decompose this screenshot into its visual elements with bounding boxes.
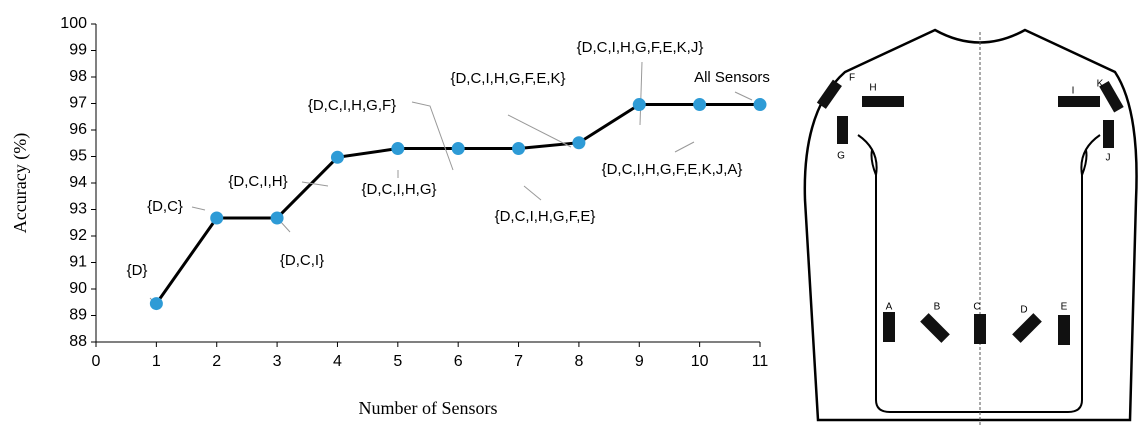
sensor-label: K bbox=[1097, 79, 1104, 90]
leader-line bbox=[675, 142, 694, 152]
annotation: {D,C,I,H,G} bbox=[361, 181, 436, 198]
sensor-label: H bbox=[869, 83, 876, 94]
figure: Number of Sensors Accuracy (%) 888990919… bbox=[0, 0, 1140, 425]
y-tick-label: 99 bbox=[69, 42, 87, 59]
y-tick-label: 92 bbox=[69, 227, 87, 244]
y-tick-label: 97 bbox=[69, 95, 87, 112]
annotation: {D} bbox=[127, 262, 148, 279]
x-tick-label: 4 bbox=[333, 353, 342, 370]
sensor-label: E bbox=[1061, 302, 1068, 313]
data-point bbox=[572, 136, 585, 149]
sensor-label: C bbox=[973, 302, 980, 313]
y-tick-label: 93 bbox=[69, 201, 87, 218]
y-tick-label: 98 bbox=[69, 68, 87, 85]
data-point bbox=[512, 142, 525, 155]
x-tick-label: 2 bbox=[212, 353, 221, 370]
x-tick-label: 9 bbox=[635, 353, 644, 370]
x-axis-label: Number of Sensors bbox=[359, 398, 498, 418]
leader-line bbox=[412, 102, 453, 170]
x-tick-label: 7 bbox=[514, 353, 523, 370]
sensors bbox=[817, 80, 1124, 345]
leader-line bbox=[640, 62, 642, 125]
sensor-label: J bbox=[1106, 153, 1111, 164]
data-point bbox=[633, 98, 646, 111]
x-tick-label: 8 bbox=[574, 353, 583, 370]
leader-line bbox=[735, 92, 752, 100]
data-point bbox=[754, 98, 767, 111]
annotation: {D,C,I,H} bbox=[228, 173, 287, 190]
y-tick-label: 100 bbox=[60, 15, 87, 32]
data-line bbox=[156, 105, 760, 304]
data-point bbox=[271, 211, 284, 224]
sensor-label: F bbox=[849, 73, 855, 84]
annotation: {D,C,I,H,G,F,E,K} bbox=[450, 70, 565, 87]
sensor-label: D bbox=[1020, 305, 1027, 316]
y-axis-label: Accuracy (%) bbox=[10, 133, 31, 233]
sensor-label: I bbox=[1072, 86, 1075, 97]
annotation: {D,C,I,H,G,F,E,K,J} bbox=[577, 39, 704, 56]
shirt bbox=[805, 30, 1137, 425]
x-tick-label: 6 bbox=[454, 353, 463, 370]
x-tick-label: 5 bbox=[393, 353, 402, 370]
sensor-label: A bbox=[886, 302, 893, 313]
annotation: {D,C} bbox=[147, 198, 183, 215]
x-tick-label: 3 bbox=[273, 353, 282, 370]
x-tick-label: 0 bbox=[92, 353, 101, 370]
x-tick-label: 10 bbox=[691, 353, 709, 370]
data-point bbox=[391, 142, 404, 155]
y-tick-label: 90 bbox=[69, 280, 87, 297]
annotation: {D,C,I} bbox=[280, 252, 324, 269]
leader-line bbox=[524, 186, 541, 200]
data-point bbox=[331, 151, 344, 164]
y-tick-label: 95 bbox=[69, 148, 87, 165]
x-tick-label: 1 bbox=[152, 353, 161, 370]
annotation: {D,C,I,H,G,F,E,K,J,A} bbox=[602, 161, 743, 178]
data-point bbox=[452, 142, 465, 155]
leader-line bbox=[302, 182, 328, 186]
data-point bbox=[210, 211, 223, 224]
sensor-label: B bbox=[934, 302, 941, 313]
annotation: {D,C,I,H,G,F,E} bbox=[495, 208, 596, 225]
y-tick-label: 94 bbox=[69, 174, 87, 191]
y-tick-label: 96 bbox=[69, 121, 87, 138]
annotation: {D,C,I,H,G,F} bbox=[308, 97, 396, 114]
y-tick-label: 91 bbox=[69, 254, 87, 271]
leader-line bbox=[192, 207, 205, 210]
x-tick-label: 11 bbox=[752, 353, 769, 370]
data-point bbox=[693, 98, 706, 111]
y-tick-label: 89 bbox=[69, 307, 87, 324]
sensor-label: G bbox=[837, 151, 845, 162]
annotation: All Sensors bbox=[694, 69, 770, 86]
data-point bbox=[150, 297, 163, 310]
y-tick-label: 88 bbox=[69, 333, 87, 350]
